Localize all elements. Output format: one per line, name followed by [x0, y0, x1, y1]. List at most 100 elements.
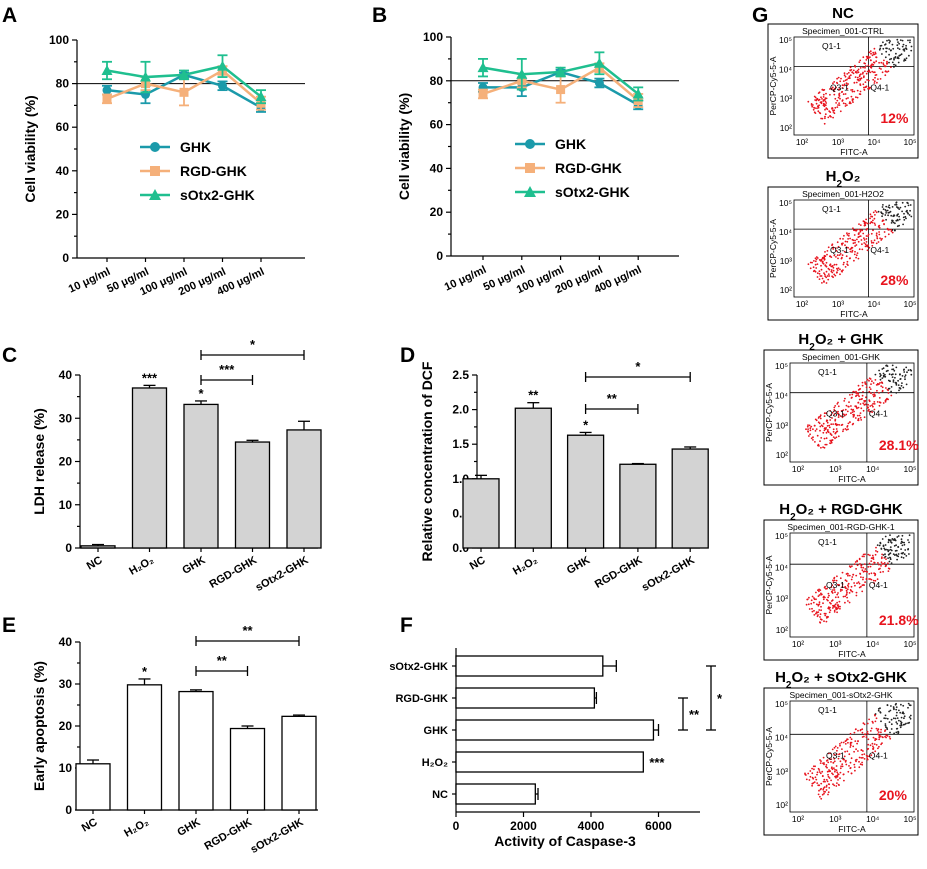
event-dot — [898, 709, 900, 712]
event-dot — [809, 770, 812, 772]
event-dot — [862, 570, 865, 573]
event-dot — [843, 72, 846, 75]
event-dot — [877, 709, 880, 712]
event-dot — [819, 795, 821, 798]
event-dot — [845, 739, 848, 742]
event-dot — [856, 252, 859, 255]
event-dot — [834, 770, 836, 773]
event-dot — [845, 429, 848, 431]
flow-plot-area — [789, 532, 915, 638]
event-dot — [877, 226, 880, 228]
event-dot — [872, 393, 874, 396]
significance-star: ** — [528, 388, 539, 403]
event-dot — [860, 73, 862, 75]
event-dot — [822, 262, 825, 265]
event-dot — [852, 72, 855, 75]
event-dot — [850, 578, 853, 581]
event-dot — [892, 717, 895, 720]
legend-label-sotx2-ghk: sOtx2-GHK — [555, 184, 630, 200]
event-dot — [822, 93, 825, 96]
flow-x-tick: 10³ — [829, 639, 841, 649]
event-dot — [833, 112, 836, 115]
event-dot — [831, 768, 834, 771]
event-dot — [845, 593, 848, 595]
event-dot — [825, 270, 828, 273]
event-dot — [832, 88, 835, 91]
event-dot — [878, 61, 880, 64]
quadrant-label: Q3-1 — [830, 82, 849, 92]
event-dot — [853, 582, 855, 584]
event-dot — [865, 85, 868, 88]
flow-percent: 28% — [880, 272, 909, 288]
event-dot — [843, 250, 846, 253]
event-dot — [893, 66, 895, 68]
event-dot — [898, 48, 901, 50]
y-tick-label: 2.0 — [452, 403, 469, 417]
event-dot — [808, 779, 811, 781]
event-dot — [834, 97, 837, 100]
event-dot — [825, 784, 828, 787]
event-dot — [853, 563, 856, 565]
event-dot — [821, 775, 824, 778]
event-dot — [899, 711, 902, 714]
event-dot — [907, 39, 909, 42]
event-dot — [827, 246, 830, 249]
event-dot — [890, 723, 893, 726]
event-dot — [853, 750, 855, 753]
event-dot — [895, 721, 898, 723]
event-dot — [837, 757, 840, 760]
event-dot — [862, 232, 865, 235]
event-dot — [845, 763, 848, 766]
event-dot — [811, 767, 813, 770]
event-dot — [856, 414, 859, 417]
event-dot — [870, 560, 873, 562]
flow-y-tick: 10² — [780, 285, 792, 295]
event-dot — [831, 748, 834, 751]
event-dot — [841, 585, 844, 588]
event-dot — [854, 405, 857, 407]
event-dot — [886, 704, 889, 707]
event-dot — [821, 277, 824, 280]
data-point — [593, 57, 605, 68]
event-dot — [819, 440, 821, 442]
event-dot — [896, 218, 899, 221]
event-dot — [890, 230, 893, 233]
event-dot — [909, 717, 912, 720]
event-dot — [863, 75, 865, 78]
event-dot — [835, 436, 838, 439]
event-dot — [867, 553, 870, 556]
event-dot — [827, 592, 830, 595]
event-dot — [827, 775, 830, 778]
event-dot — [833, 587, 835, 589]
data-point — [102, 85, 112, 95]
event-dot — [871, 215, 874, 218]
event-dot — [844, 240, 847, 243]
event-dot — [871, 411, 874, 413]
x-tick-label: GHK — [565, 554, 592, 577]
event-dot — [843, 755, 846, 758]
event-dot — [854, 728, 857, 731]
y-tick-label: 100 — [49, 33, 69, 47]
event-dot — [868, 386, 871, 389]
event-dot — [826, 275, 829, 277]
event-dot — [890, 718, 893, 721]
event-dot — [870, 727, 873, 730]
event-dot — [839, 743, 841, 745]
legend-label-ghk: GHK — [555, 136, 586, 152]
event-dot — [829, 264, 831, 267]
event-dot — [910, 49, 913, 52]
event-dot — [844, 75, 847, 78]
legend-label-rgd-ghk: RGD-GHK — [180, 163, 247, 179]
event-dot — [835, 86, 837, 89]
event-dot — [888, 204, 891, 207]
event-dot — [810, 104, 813, 106]
flow-events — [805, 364, 913, 449]
event-dot — [850, 412, 852, 415]
event-dot — [830, 602, 832, 605]
event-dot — [877, 731, 880, 733]
event-dot — [868, 400, 871, 403]
x-tick-label: NC — [468, 554, 488, 572]
event-dot — [842, 409, 845, 411]
event-dot — [896, 711, 898, 714]
event-dot — [878, 67, 881, 70]
